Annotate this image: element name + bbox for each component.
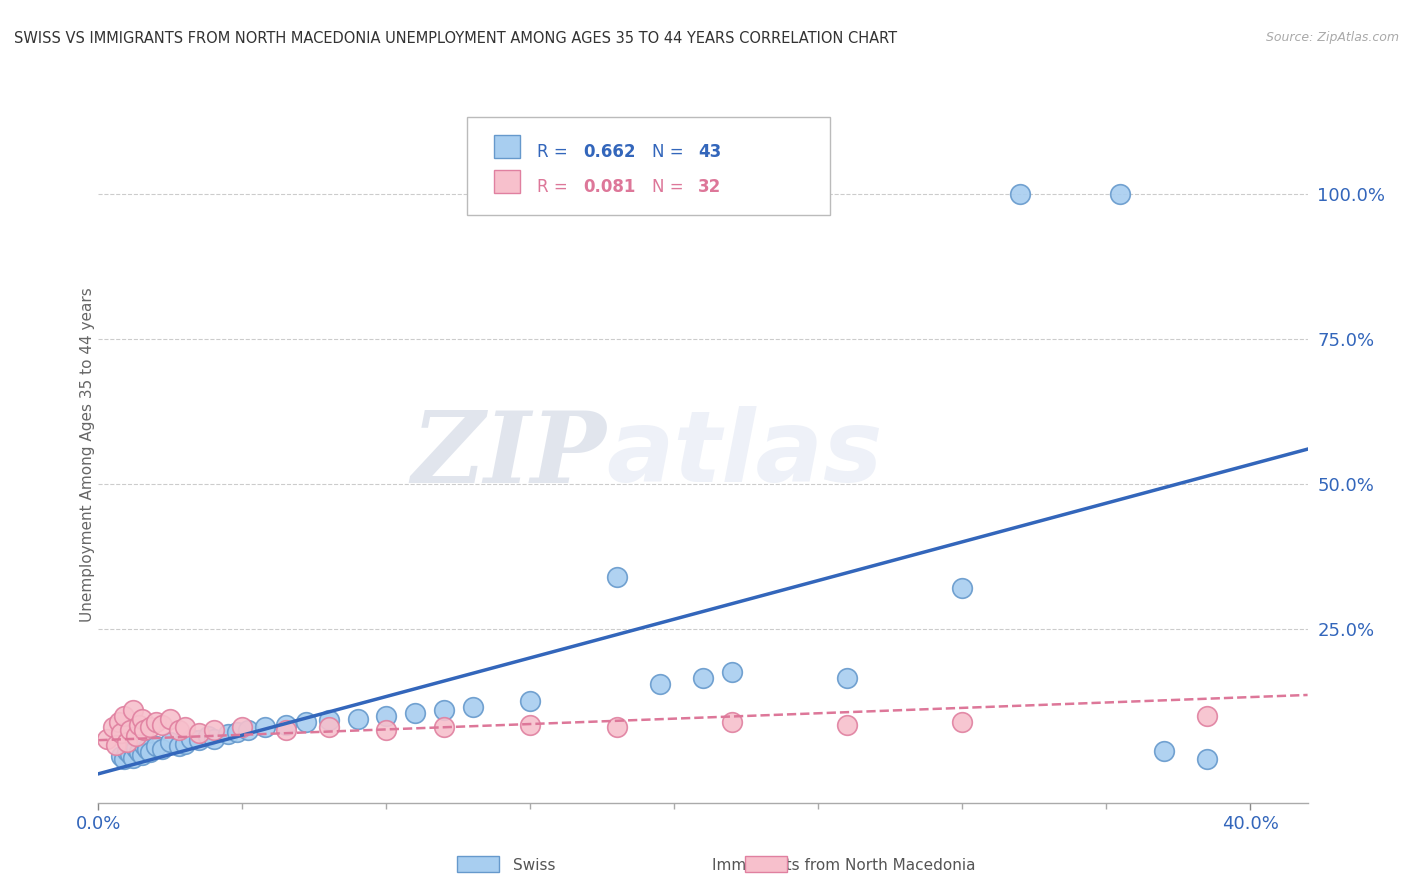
Point <box>346 712 368 726</box>
Point <box>173 721 195 735</box>
Point <box>1008 187 1031 202</box>
Point <box>96 731 118 746</box>
Text: Source: ZipAtlas.com: Source: ZipAtlas.com <box>1265 31 1399 45</box>
Point <box>115 744 138 758</box>
Point <box>274 717 297 731</box>
Point <box>150 742 173 756</box>
Point <box>104 738 127 752</box>
Point <box>122 703 145 717</box>
Point <box>125 729 148 743</box>
Point <box>139 721 162 735</box>
Point <box>188 733 211 747</box>
FancyBboxPatch shape <box>494 170 520 193</box>
Point <box>950 582 973 596</box>
Point <box>274 723 297 738</box>
Point <box>134 723 156 738</box>
Point <box>202 723 225 738</box>
Point <box>136 742 159 756</box>
Point <box>461 700 484 714</box>
Text: R =: R = <box>537 178 574 196</box>
Point <box>139 745 162 759</box>
Point <box>720 714 742 729</box>
Text: SWISS VS IMMIGRANTS FROM NORTH MACEDONIA UNEMPLOYMENT AMONG AGES 35 TO 44 YEARS : SWISS VS IMMIGRANTS FROM NORTH MACEDONIA… <box>14 31 897 46</box>
Point <box>318 721 340 735</box>
Text: 32: 32 <box>699 178 721 196</box>
Point <box>606 721 628 735</box>
Point <box>519 694 541 708</box>
Point <box>1195 708 1218 723</box>
Point <box>150 717 173 731</box>
Point <box>835 671 858 685</box>
Point <box>217 727 239 741</box>
Point <box>433 703 456 717</box>
Point <box>519 717 541 731</box>
Point <box>159 735 181 749</box>
Point <box>128 745 150 759</box>
Point <box>225 725 247 739</box>
Point <box>606 570 628 584</box>
Point <box>122 750 145 764</box>
Point <box>145 739 167 753</box>
FancyBboxPatch shape <box>494 135 520 158</box>
Point <box>318 714 340 728</box>
Point <box>112 708 135 723</box>
Point <box>159 712 181 726</box>
Text: Immigrants from North Macedonia: Immigrants from North Macedonia <box>711 858 976 872</box>
Point <box>375 708 398 723</box>
Text: R =: R = <box>537 144 574 161</box>
Point <box>294 714 316 729</box>
Text: 43: 43 <box>699 144 721 161</box>
Point <box>112 752 135 766</box>
Point <box>115 735 138 749</box>
Point <box>1153 744 1175 758</box>
Point <box>125 740 148 755</box>
Point <box>107 714 129 729</box>
Point <box>433 721 456 735</box>
Text: N =: N = <box>652 144 689 161</box>
Y-axis label: Unemployment Among Ages 35 to 44 years: Unemployment Among Ages 35 to 44 years <box>80 287 94 623</box>
Point <box>236 723 259 738</box>
Point <box>202 731 225 746</box>
Text: N =: N = <box>652 178 689 196</box>
Point <box>120 723 142 738</box>
Point <box>128 717 150 731</box>
Point <box>720 665 742 680</box>
Text: atlas: atlas <box>606 407 883 503</box>
Point <box>404 706 426 720</box>
Text: ZIP: ZIP <box>412 407 606 503</box>
Point <box>167 739 190 753</box>
Point <box>110 726 132 740</box>
Text: Swiss: Swiss <box>513 858 555 872</box>
Text: 0.081: 0.081 <box>583 178 636 196</box>
Point <box>173 737 195 751</box>
Point <box>648 677 671 691</box>
Point <box>835 717 858 731</box>
Point <box>131 748 153 763</box>
Point <box>231 721 253 735</box>
Point <box>131 712 153 726</box>
Point <box>1195 752 1218 766</box>
Point <box>110 749 132 764</box>
Point <box>188 726 211 740</box>
Point <box>950 714 973 729</box>
Text: 0.662: 0.662 <box>583 144 636 161</box>
Point <box>692 671 714 685</box>
Point <box>180 731 202 746</box>
Point <box>197 729 219 743</box>
Point <box>120 747 142 761</box>
Point <box>254 721 277 735</box>
FancyBboxPatch shape <box>467 118 830 215</box>
Point <box>375 723 398 738</box>
Point <box>1109 187 1132 202</box>
Point <box>167 723 190 738</box>
Point <box>145 714 167 729</box>
Point <box>101 721 124 735</box>
Point <box>134 738 156 752</box>
